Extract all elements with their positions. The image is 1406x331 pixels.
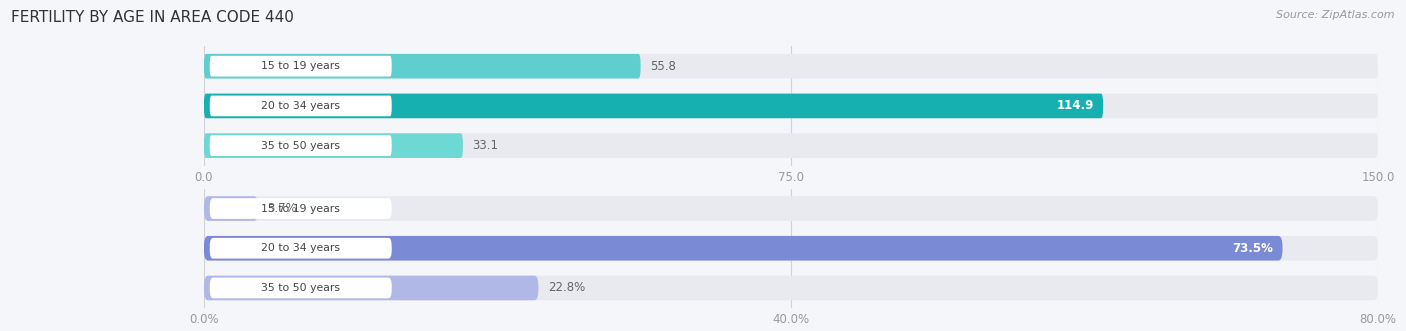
Text: 114.9: 114.9: [1056, 99, 1094, 113]
FancyBboxPatch shape: [209, 198, 392, 219]
Text: 3.7%: 3.7%: [267, 202, 297, 215]
Text: 35 to 50 years: 35 to 50 years: [262, 141, 340, 151]
FancyBboxPatch shape: [204, 133, 463, 158]
Text: 55.8: 55.8: [650, 60, 676, 73]
Text: 15 to 19 years: 15 to 19 years: [262, 204, 340, 213]
Text: FERTILITY BY AGE IN AREA CODE 440: FERTILITY BY AGE IN AREA CODE 440: [11, 10, 294, 25]
FancyBboxPatch shape: [209, 238, 392, 259]
FancyBboxPatch shape: [204, 133, 1378, 158]
Text: 33.1: 33.1: [472, 139, 498, 152]
FancyBboxPatch shape: [204, 54, 1378, 78]
FancyBboxPatch shape: [204, 94, 1104, 118]
FancyBboxPatch shape: [204, 236, 1282, 260]
FancyBboxPatch shape: [204, 196, 1378, 221]
Text: Source: ZipAtlas.com: Source: ZipAtlas.com: [1277, 10, 1395, 20]
Text: 22.8%: 22.8%: [548, 281, 585, 295]
FancyBboxPatch shape: [204, 276, 1378, 300]
FancyBboxPatch shape: [204, 94, 1378, 118]
FancyBboxPatch shape: [204, 54, 641, 78]
FancyBboxPatch shape: [204, 236, 1378, 260]
FancyBboxPatch shape: [209, 135, 392, 156]
Text: 15 to 19 years: 15 to 19 years: [262, 61, 340, 71]
FancyBboxPatch shape: [204, 276, 538, 300]
FancyBboxPatch shape: [209, 278, 392, 298]
FancyBboxPatch shape: [209, 56, 392, 76]
FancyBboxPatch shape: [204, 196, 259, 221]
Text: 35 to 50 years: 35 to 50 years: [262, 283, 340, 293]
Text: 73.5%: 73.5%: [1232, 242, 1272, 255]
Text: 20 to 34 years: 20 to 34 years: [262, 101, 340, 111]
Text: 20 to 34 years: 20 to 34 years: [262, 243, 340, 253]
FancyBboxPatch shape: [209, 96, 392, 116]
